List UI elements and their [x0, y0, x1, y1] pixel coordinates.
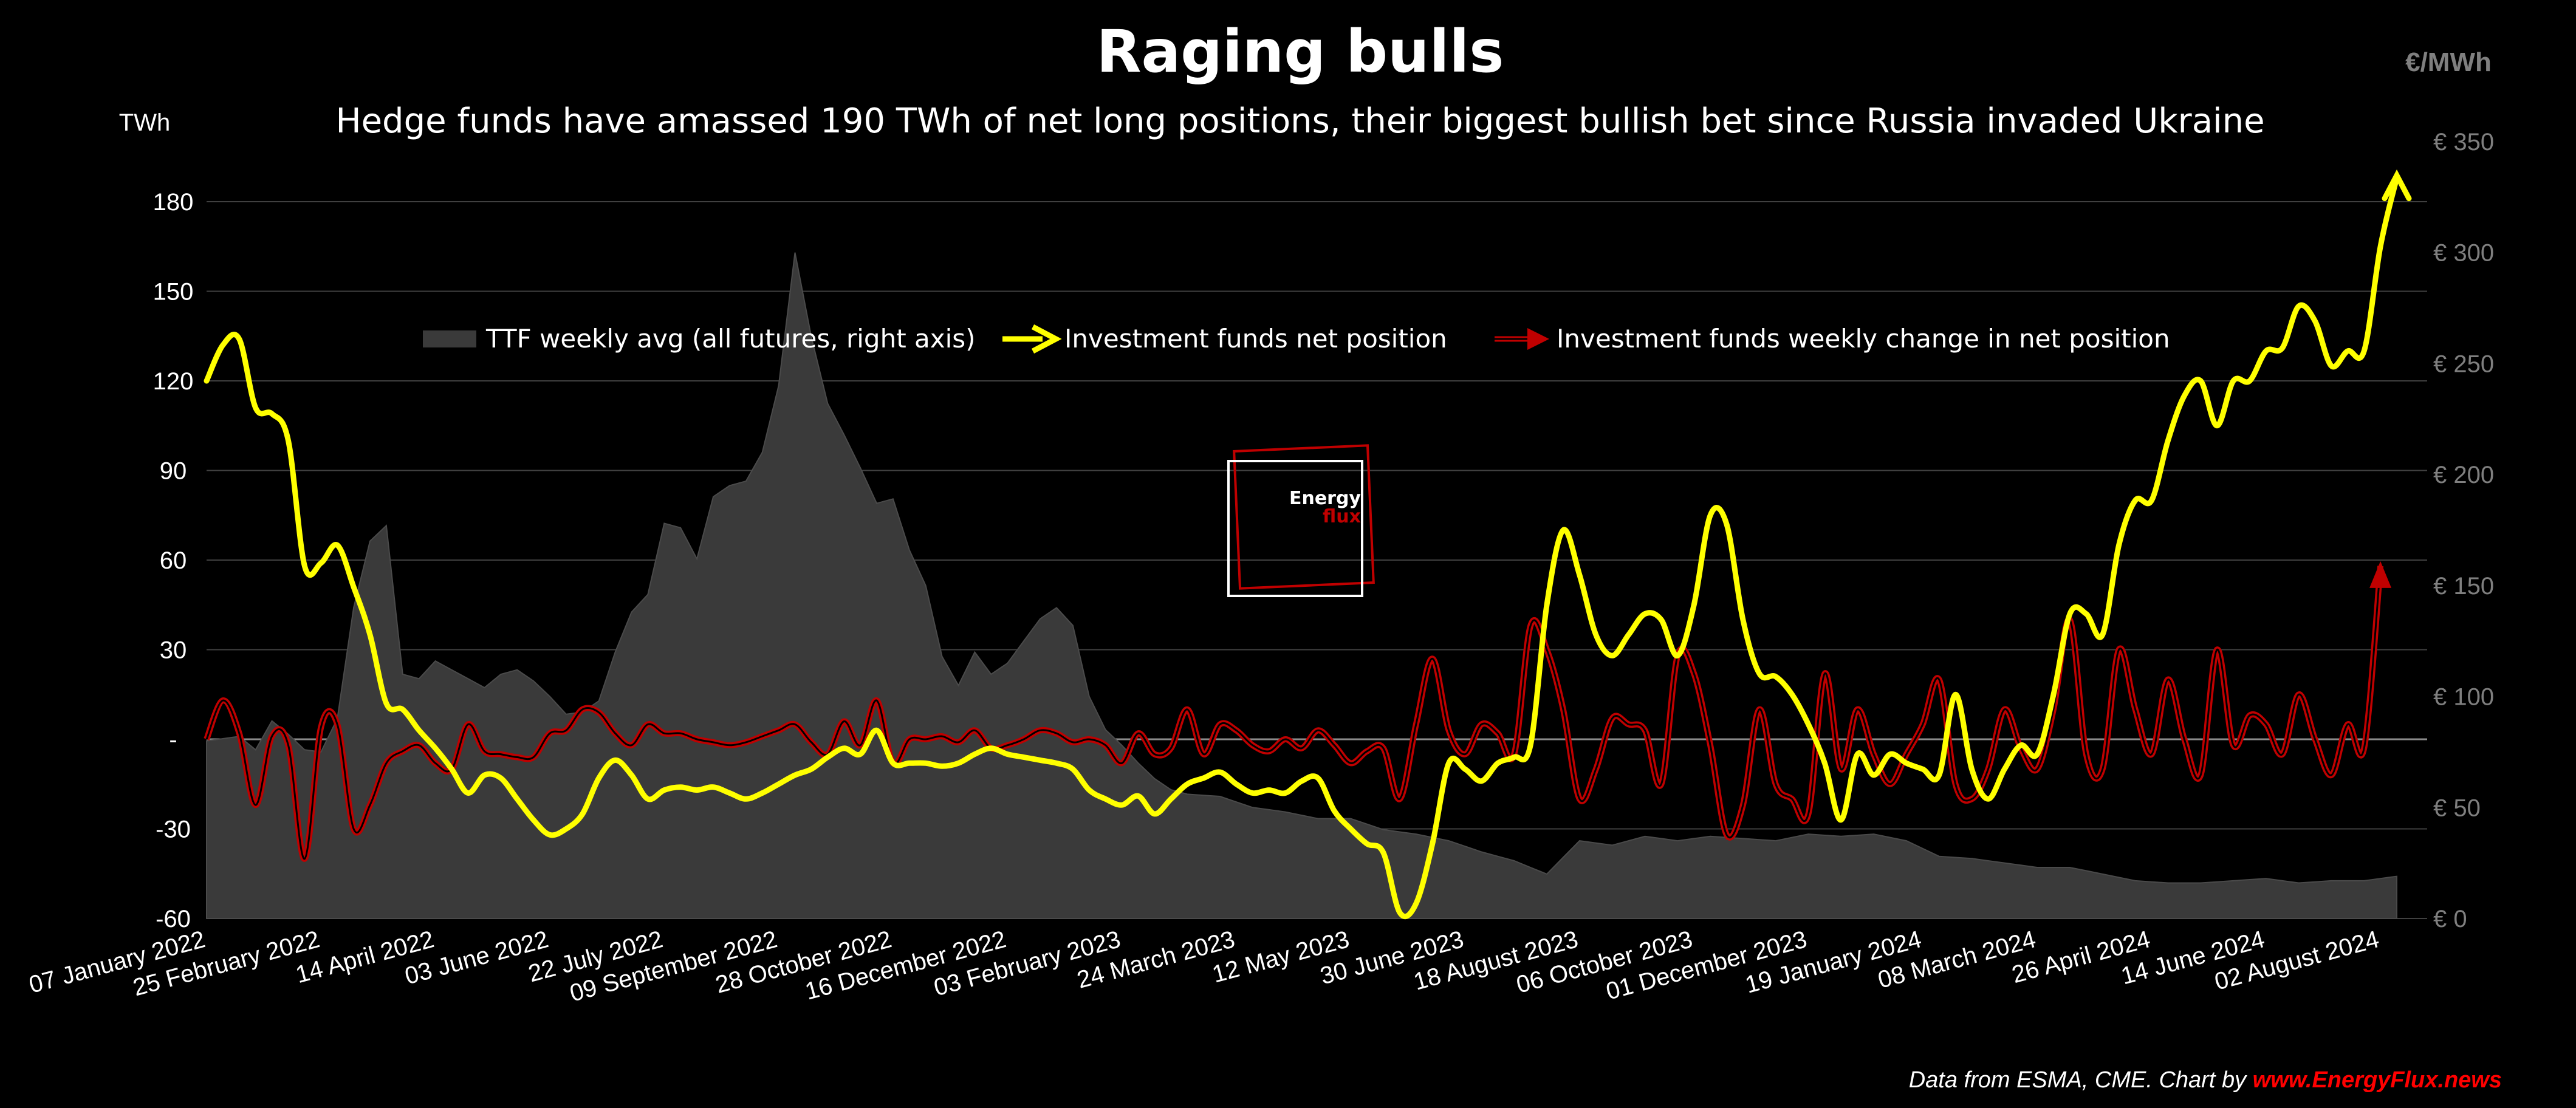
- chart-title: Raging bulls: [1097, 18, 1504, 86]
- left-tick-label: 180: [153, 189, 194, 216]
- weekly-change-arrowhead: [2369, 561, 2392, 588]
- right-axis-label: €/MWh: [2405, 47, 2492, 77]
- chart-subtitle: Hedge funds have amassed 190 TWh of net …: [335, 101, 2264, 141]
- right-tick-label: € 300: [2433, 240, 2494, 267]
- right-tick-label: € 150: [2433, 573, 2494, 600]
- left-tick-label: 150: [153, 279, 194, 306]
- net-position-arrowhead: [2382, 169, 2412, 202]
- ttf-area-series: [206, 252, 2397, 919]
- legend-ttf-label: TTF weekly avg (all futures, right axis): [485, 324, 976, 354]
- legend-change-label: Investment funds weekly change in net po…: [1557, 324, 2170, 354]
- logo-box-red: [1233, 444, 1375, 590]
- logo-energy-text: Energy: [1289, 488, 1361, 509]
- left-tick-label: -30: [156, 816, 191, 843]
- legend-net-label: Investment funds net position: [1064, 324, 1447, 354]
- source-text: Data from ESMA, CME. Chart by: [1909, 1067, 2253, 1093]
- logo-flux-text: flux: [1323, 506, 1361, 527]
- net-position-line: [204, 175, 2400, 920]
- source-note: Data from ESMA, CME. Chart by www.Energy…: [1909, 1067, 2502, 1093]
- right-tick-label: € 0: [2433, 906, 2467, 932]
- left-axis-label: TWh: [119, 109, 170, 136]
- legend: TTF weekly avg (all futures, right axis)…: [423, 324, 2170, 354]
- legend-ttf-swatch: [423, 330, 476, 347]
- left-tick-label: -60: [156, 906, 191, 932]
- legend-item-ttf: TTF weekly avg (all futures, right axis): [423, 324, 976, 354]
- right-tick-label: € 250: [2433, 351, 2494, 377]
- left-tick-label: 30: [160, 637, 187, 664]
- energyflux-logo: Energy flux: [1227, 444, 1375, 597]
- right-tick-label: € 200: [2433, 462, 2494, 488]
- legend-item-net: Investment funds net position: [1002, 324, 1447, 354]
- logo-box-white: [1227, 460, 1363, 597]
- legend-change-arrow-head: [1527, 328, 1549, 350]
- left-tick-label: -: [169, 727, 177, 753]
- right-tick-label: € 50: [2433, 795, 2481, 821]
- left-tick-label: 60: [160, 547, 187, 574]
- left-tick-label: 90: [160, 458, 187, 485]
- source-link[interactable]: www.EnergyFlux.news: [2253, 1067, 2502, 1093]
- line-series: [204, 169, 2412, 920]
- left-tick-label: 120: [153, 368, 194, 395]
- right-tick-label: € 350: [2433, 129, 2494, 156]
- legend-item-change: Investment funds weekly change in net po…: [1495, 324, 2170, 354]
- ttf-area: [206, 252, 2397, 919]
- legend-net-arrow-head: [1031, 324, 1062, 354]
- right-tick-label: € 100: [2433, 684, 2494, 711]
